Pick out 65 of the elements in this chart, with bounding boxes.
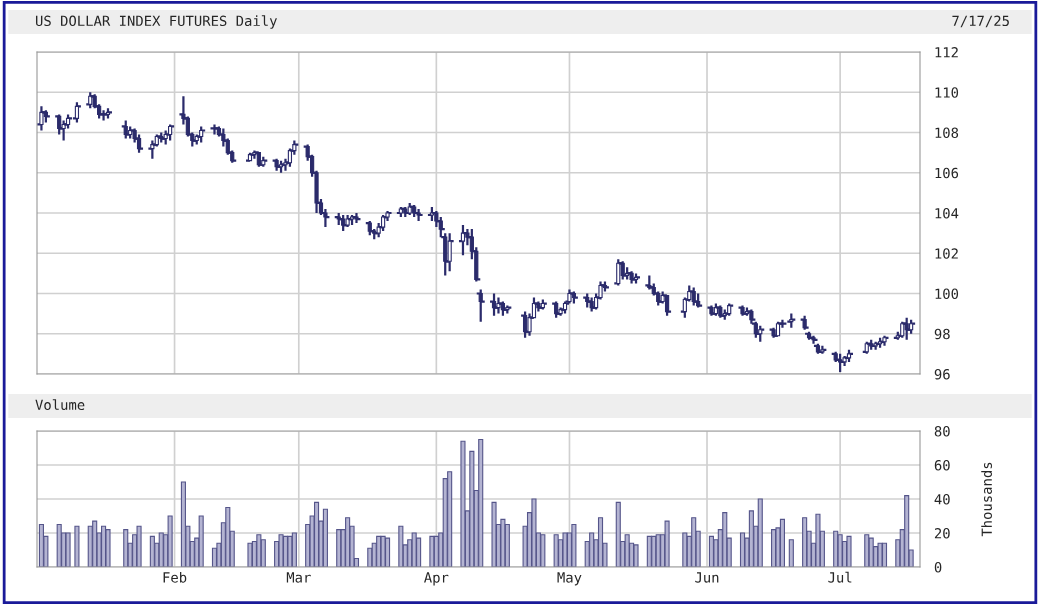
bar: [864, 534, 870, 567]
bar: [904, 495, 910, 567]
bar: [877, 542, 883, 567]
x-tick-label: May: [557, 572, 582, 586]
bar: [562, 532, 568, 567]
bar: [469, 450, 475, 567]
bar: [291, 532, 297, 567]
x-tick-label: Jun: [695, 572, 719, 583]
bar: [881, 542, 888, 567]
bar: [779, 518, 785, 567]
x-tick-label: Apr: [424, 572, 449, 586]
bar: [287, 535, 293, 567]
text: 7/17/25: [952, 15, 1009, 28]
bar: [846, 535, 852, 567]
bar: [531, 498, 537, 567]
y-tick-label: 106: [935, 167, 959, 179]
bar: [65, 532, 71, 567]
y-tick-label: 40: [934, 494, 950, 505]
bar: [722, 512, 728, 567]
y-tick-label: 80: [934, 426, 950, 437]
y-tick-label: 110: [935, 87, 959, 98]
chart-title: US DOLLAR INDEX FUTURES Daily: [36, 15, 277, 29]
bar: [136, 525, 142, 567]
x-tick-label: Feb: [163, 571, 187, 583]
bar: [447, 471, 453, 567]
bar: [815, 513, 821, 567]
x-tick-label: Jul: [828, 571, 852, 583]
x-tick-label: Mar: [286, 572, 311, 583]
y-tick-label: 96: [934, 369, 950, 380]
bar: [278, 534, 284, 567]
y-tick-label: 60: [934, 460, 950, 471]
bar: [633, 544, 639, 567]
bar: [198, 515, 204, 567]
y-axis-title: Thousands: [981, 462, 992, 537]
y-tick-label: 98: [934, 328, 950, 340]
chart-title: Volume: [35, 399, 85, 411]
bar: [478, 438, 484, 567]
bar: [429, 535, 435, 567]
bar: [491, 501, 497, 567]
bar: [682, 532, 688, 567]
bar: [123, 529, 129, 567]
bar: [624, 534, 630, 567]
bar: [837, 534, 843, 567]
y-tick-label: 102: [935, 248, 958, 259]
y-tick-label: 112: [935, 47, 958, 58]
y-tick-label: 20: [934, 528, 950, 539]
bar: [788, 539, 794, 567]
bar: [664, 520, 670, 567]
bar: [571, 523, 577, 567]
y-tick-label: 108: [935, 127, 959, 139]
bar: [500, 518, 506, 567]
bar: [247, 542, 253, 567]
y-tick-label: 104: [935, 208, 959, 219]
bar: [504, 523, 510, 567]
bar: [256, 534, 262, 567]
bar: [540, 534, 546, 567]
y-tick-label: 100: [935, 288, 959, 300]
bar: [105, 529, 111, 567]
bar: [651, 535, 657, 567]
bar: [74, 525, 80, 567]
bar: [460, 440, 466, 567]
bar: [167, 515, 173, 567]
bar: [757, 498, 763, 567]
bar: [225, 506, 231, 567]
y-tick-label: 0: [934, 562, 942, 573]
